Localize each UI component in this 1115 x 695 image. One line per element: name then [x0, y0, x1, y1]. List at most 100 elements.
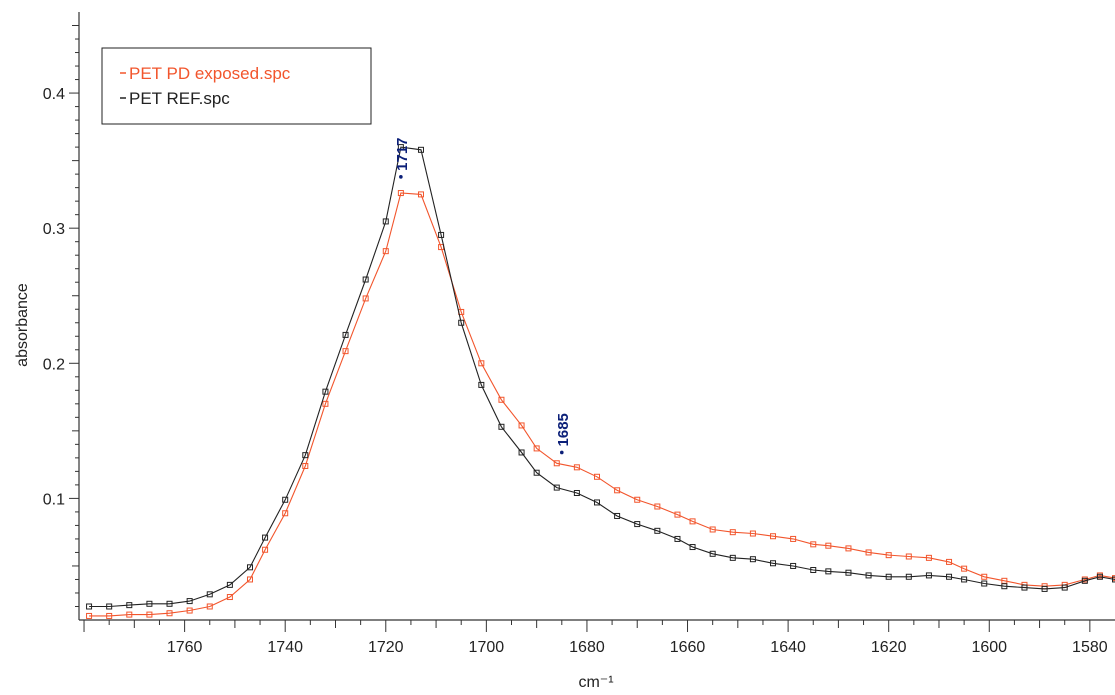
data-point: [166, 600, 173, 607]
data-point: [1061, 584, 1068, 591]
data-point: [262, 534, 269, 541]
data-point: [518, 449, 525, 456]
data-point: [1112, 576, 1115, 583]
data-point: [106, 612, 113, 619]
data-point: [905, 553, 912, 560]
data-point: [885, 552, 892, 559]
data-point: [533, 469, 540, 476]
data-point: [498, 396, 505, 403]
data-point: [146, 611, 153, 618]
peak-marker: [559, 450, 564, 455]
data-point: [614, 487, 621, 494]
data-point: [1041, 585, 1048, 592]
x-ticks: 1760 1740 1720 1700 1680 1660 1640 1620 1600 1580: [83, 620, 1108, 656]
data-point: [206, 603, 213, 610]
data-point: [226, 594, 233, 601]
axes: [78, 12, 1115, 621]
data-point: [573, 464, 580, 471]
data-point: [749, 530, 756, 537]
data-point: [458, 319, 465, 326]
legend-box: [101, 47, 372, 125]
data-point: [810, 541, 817, 548]
data-point: [1096, 573, 1103, 580]
data-point: [845, 545, 852, 552]
data-point: [362, 295, 369, 302]
x-tick-label: 1760: [167, 639, 203, 656]
data-point: [342, 331, 349, 338]
data-point: [594, 473, 600, 480]
x-tick-label: 1700: [469, 639, 505, 656]
data-point: [654, 527, 661, 534]
data-point: [146, 600, 153, 607]
data-point: [166, 610, 173, 617]
data-point: [397, 144, 404, 151]
data-point: [961, 565, 968, 572]
data-point: [634, 496, 641, 503]
data-point: [417, 191, 424, 198]
data-point: [573, 489, 580, 496]
data-point: [961, 576, 968, 583]
data-point: [749, 556, 756, 563]
data-point: [262, 546, 269, 553]
peak-marker: [399, 175, 403, 179]
data-point: [397, 190, 404, 197]
data-point: [498, 423, 505, 430]
data-point: [825, 568, 832, 575]
legend: PET PD exposed.spc PET REF.spc: [101, 47, 372, 125]
peak-label: 1717: [394, 137, 411, 170]
data-point: [417, 146, 424, 153]
data-point: [478, 381, 485, 388]
data-point: [342, 348, 349, 355]
data-point: [729, 529, 736, 536]
peak-annotations: 1717 1685: [394, 137, 572, 455]
data-point: [86, 612, 93, 619]
data-point: [810, 567, 817, 574]
x-tick-label: 1740: [267, 639, 303, 656]
data-point: [246, 576, 253, 583]
x-tick-label: 1580: [1072, 639, 1108, 656]
data-point: [282, 510, 289, 517]
data-point: [925, 554, 932, 561]
data-point: [845, 569, 852, 576]
data-point: [729, 554, 736, 561]
data-point: [1021, 584, 1028, 591]
data-point: [925, 572, 932, 579]
data-point: [905, 573, 912, 580]
x-tick-label: 1640: [770, 639, 806, 656]
data-point: [946, 558, 953, 565]
data-point: [126, 602, 133, 609]
data-point: [226, 581, 233, 588]
data-point: [86, 603, 93, 610]
data-point: [553, 484, 560, 491]
data-point: [302, 452, 309, 459]
data-point: [246, 564, 253, 571]
x-tick-label: 1660: [670, 639, 706, 656]
data-point: [186, 607, 193, 614]
y-tick-label: 0.2: [43, 356, 65, 373]
data-point: [322, 388, 329, 395]
data-point: [674, 511, 681, 518]
data-point: [362, 276, 369, 283]
data-point: [382, 248, 389, 255]
data-point: [946, 573, 953, 580]
data-point: [981, 573, 988, 580]
data-point: [186, 598, 193, 605]
data-point: [770, 560, 777, 567]
data-point: [106, 603, 113, 610]
data-point: [478, 360, 485, 367]
data-point: [865, 572, 872, 579]
data-point: [206, 591, 213, 598]
data-point: [674, 535, 681, 542]
data-point: [438, 231, 445, 238]
data-point: [533, 445, 540, 452]
data-point: [825, 542, 832, 549]
data-point: [770, 533, 777, 540]
y-ticks: 0.1 0.2 0.3 0.4: [43, 25, 79, 607]
data-point: [302, 462, 309, 469]
data-point: [594, 499, 600, 506]
series-line-1: [89, 192, 1115, 617]
y-tick-label: 0.3: [43, 221, 65, 238]
data-point: [1081, 577, 1088, 584]
data-point: [654, 503, 661, 510]
